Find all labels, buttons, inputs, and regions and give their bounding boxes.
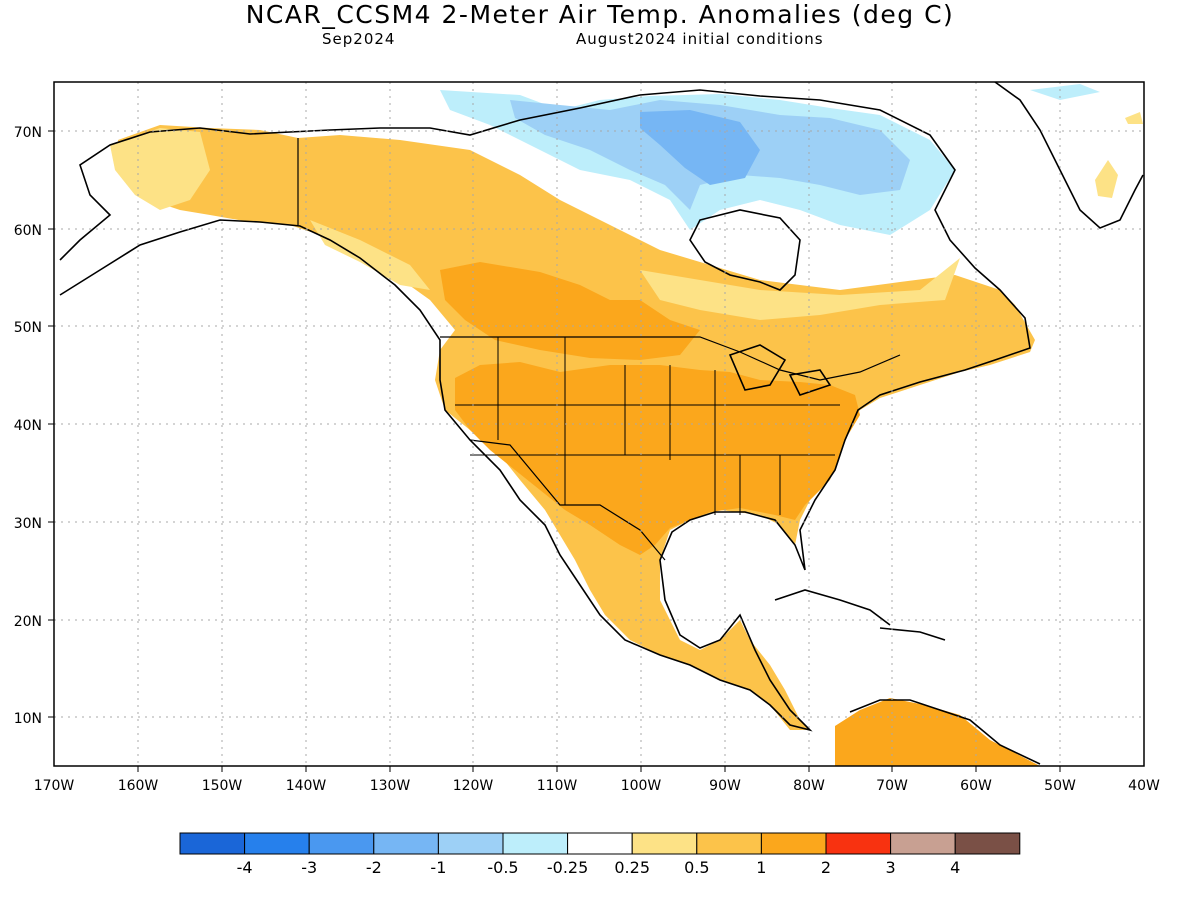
north-america-coastline	[59, 89, 1031, 732]
legend-label: -1	[430, 858, 446, 877]
lon-label-40w: 40W	[1128, 778, 1160, 794]
legend-label: 0.5	[684, 858, 709, 877]
lon-label-140w: 140W	[286, 778, 327, 794]
lat-label-40n: 40N	[14, 418, 42, 434]
anomaly-region-greenland-warm-2	[1125, 112, 1143, 124]
legend-swatch	[567, 832, 633, 855]
legend-label: -0.25	[547, 858, 588, 877]
latitude-ticks	[48, 130, 54, 718]
lon-label-90w: 90W	[709, 778, 741, 794]
forecast-month: Sep2024	[322, 30, 396, 48]
lat-label-30n: 30N	[14, 516, 42, 532]
initial-conditions: August2024 initial conditions	[576, 30, 824, 48]
hudson-bay-coast	[689, 209, 801, 291]
legend-swatch	[631, 832, 698, 855]
legend-label: -4	[237, 858, 253, 877]
lat-label-70n: 70N	[14, 125, 42, 141]
anomaly-region-1-2	[455, 362, 860, 555]
south-america-coast	[849, 699, 1041, 765]
longitude-ticks	[137, 766, 1061, 772]
anomaly-region-0.25-0.5-canada	[640, 258, 960, 320]
legend-swatch	[502, 832, 569, 855]
us-state-lines	[455, 337, 840, 515]
map-title: NCAR_CCSM4 2-Meter Air Temp. Anomalies (…	[245, 0, 955, 29]
lat-label-20n: 20N	[14, 614, 42, 630]
legend-swatch	[760, 832, 827, 855]
caribbean-islands	[774, 589, 946, 641]
anomaly-region-neg1-neg2	[640, 110, 760, 185]
lon-label-160w: 160W	[118, 778, 159, 794]
lat-label-60n: 60N	[14, 223, 42, 239]
us-mexico-border	[469, 439, 666, 561]
legend-swatch	[308, 832, 375, 855]
legend-label: 1	[756, 858, 766, 877]
lon-label-130w: 130W	[370, 778, 411, 794]
greenland-coast	[994, 82, 1144, 229]
legend-swatch	[373, 832, 439, 855]
legend-label: -3	[301, 858, 317, 877]
legend-swatch	[696, 832, 762, 855]
legend-swatch	[825, 832, 892, 855]
legend-swatch	[954, 832, 1021, 855]
longitude-labels: 170W 160W 150W 140W 130W 120W 110W 100W …	[34, 778, 1160, 794]
legend-swatch	[244, 832, 310, 855]
legend-label: 2	[821, 858, 831, 877]
lon-label-70w: 70W	[876, 778, 908, 794]
legend-label: 3	[886, 858, 896, 877]
lon-label-110w: 110W	[537, 778, 578, 794]
lat-label-10n: 10N	[14, 711, 42, 727]
lon-label-170w: 170W	[34, 778, 75, 794]
lon-label-80w: 80W	[793, 778, 825, 794]
lon-label-100w: 100W	[621, 778, 662, 794]
coastlines	[59, 82, 1144, 765]
anomaly-region-0.25-0.5-yukon	[310, 220, 430, 290]
anomaly-region-1-2-south-america	[835, 698, 1040, 766]
lon-label-120w: 120W	[453, 778, 494, 794]
legend-label: -0.5	[487, 858, 518, 877]
legend-swatch	[437, 832, 504, 855]
lon-label-150w: 150W	[202, 778, 243, 794]
color-legend: -4 -3 -2 -1 -0.5 -0.25 0.25 0.5 1 2 3 4	[179, 832, 1021, 877]
legend-swatch	[179, 832, 246, 855]
latitude-labels: 70N 60N 50N 40N 30N 20N 10N	[14, 125, 42, 727]
lat-label-50n: 50N	[14, 320, 42, 336]
legend-label: 0.25	[614, 858, 650, 877]
legend-label: 4	[950, 858, 960, 877]
anomaly-region-1-2-canada	[440, 262, 700, 360]
anomaly-region-greenland-warm	[1095, 160, 1118, 198]
anomaly-region-0.25-0.5-alaska	[110, 128, 210, 210]
great-lakes	[728, 344, 832, 396]
us-canada-border	[297, 138, 901, 381]
anomaly-region-greenland-cool	[1030, 84, 1100, 100]
lon-label-60w: 60W	[960, 778, 992, 794]
legend-label: -2	[366, 858, 382, 877]
graticule	[54, 82, 1144, 766]
legend-swatch	[890, 832, 956, 855]
anomaly-shading	[110, 84, 1143, 766]
lon-label-50w: 50W	[1044, 778, 1076, 794]
